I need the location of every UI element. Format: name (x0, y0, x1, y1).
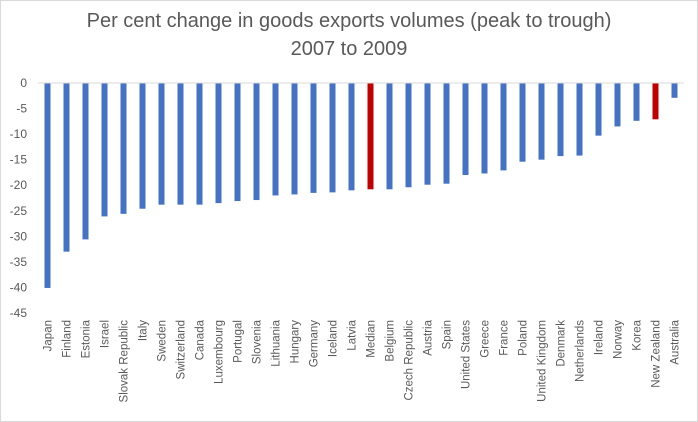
bar-australia (671, 83, 678, 98)
bar-united-states (462, 83, 469, 175)
x-tick-label: Estonia (81, 319, 93, 358)
bar-ireland (595, 83, 602, 136)
y-tick-label: -20 (10, 178, 28, 192)
x-tick-label: Israel (100, 320, 112, 348)
x-tick-label: New Zealand (651, 320, 663, 388)
bar-latvia (348, 83, 355, 191)
x-tick-label: Australia (670, 319, 682, 364)
x-tick-label: Denmark (556, 320, 568, 367)
bar-italy (139, 83, 146, 209)
bar-switzerland (177, 83, 184, 205)
bar-czech-republic (405, 83, 412, 188)
x-tick-label: Median (366, 320, 378, 358)
x-tick-label: United States (461, 320, 473, 389)
x-tick-label: Latvia (347, 319, 359, 350)
y-tick-label: -25 (10, 204, 28, 218)
x-tick-label: Poland (518, 320, 530, 356)
x-tick-label: Norway (613, 320, 625, 359)
bar-hungary (291, 83, 298, 195)
x-tick-label: Switzerland (176, 320, 188, 379)
bar-iceland (329, 83, 336, 193)
bar-portugal (234, 83, 241, 202)
bar-lithuania (272, 83, 279, 196)
bar-korea (633, 83, 640, 121)
bar-new-zealand (652, 83, 659, 120)
y-tick-label: -35 (10, 255, 28, 269)
y-tick-label: -15 (10, 153, 28, 167)
bars (44, 83, 678, 288)
x-tick-label: Canada (195, 319, 207, 360)
bar-slovenia (253, 83, 260, 201)
x-tick-label: Korea (632, 319, 644, 350)
x-tick-label: Spain (442, 320, 454, 349)
bar-france (500, 83, 507, 171)
bar-sweden (158, 83, 165, 205)
y-tick-label: -45 (10, 306, 28, 320)
x-tick-label: Hungary (290, 320, 302, 364)
y-tick-label: 0 (20, 76, 27, 90)
bar-canada (196, 83, 203, 205)
x-tick-label: Slovenia (252, 319, 264, 364)
bar-greece (481, 83, 488, 174)
x-axis-labels: Japan Finland Estonia Israel Slovak Republic… (43, 319, 682, 402)
x-tick-label: Iceland (328, 320, 340, 357)
x-tick-label: France (499, 320, 511, 356)
chart-title: Per cent change in goods exports volumes… (86, 10, 612, 32)
bar-estonia (82, 83, 89, 240)
bar-japan (44, 83, 51, 288)
x-tick-label: Finland (62, 320, 74, 358)
bar-denmark (557, 83, 564, 157)
y-tick-label: -5 (16, 102, 27, 116)
x-tick-label: Belgium (385, 320, 397, 362)
x-tick-label: United Kingdom (537, 320, 549, 402)
x-tick-label: Japan (43, 320, 55, 351)
y-axis: 0 -5 -10 -15 -20 -25 -30 -35 -40 -45 (10, 76, 28, 320)
y-tick-label: -10 (10, 127, 28, 141)
x-tick-label: Czech Republic (404, 320, 416, 401)
bar-finland (63, 83, 70, 252)
x-tick-label: Sweden (157, 320, 169, 362)
bar-slovak-republic (120, 83, 127, 214)
bar-united-kingdom (538, 83, 545, 160)
y-tick-label: -30 (10, 229, 28, 243)
bar-austria (424, 83, 431, 185)
bar-netherlands (576, 83, 583, 156)
x-tick-label: Italy (138, 320, 150, 341)
x-tick-label: Slovak Republic (119, 320, 131, 403)
y-tick-label: -40 (10, 280, 28, 294)
x-tick-label: Luxembourg (214, 320, 226, 384)
x-tick-label: Ireland (594, 320, 606, 355)
chart-subtitle: 2007 to 2009 (290, 38, 408, 60)
bar-germany (310, 83, 317, 193)
x-tick-label: Lithuania (271, 319, 283, 366)
bar-median (367, 83, 374, 190)
x-tick-label: Austria (423, 319, 435, 355)
x-tick-label: Portugal (233, 320, 245, 363)
x-tick-label: Netherlands (575, 320, 587, 382)
bar-norway (614, 83, 621, 127)
bar-luxembourg (215, 83, 222, 204)
x-tick-label: Greece (480, 320, 492, 358)
bar-poland (519, 83, 526, 162)
bar-belgium (386, 83, 393, 190)
x-tick-label: Germany (309, 320, 321, 368)
bar-israel (101, 83, 108, 217)
bar-spain (443, 83, 450, 184)
